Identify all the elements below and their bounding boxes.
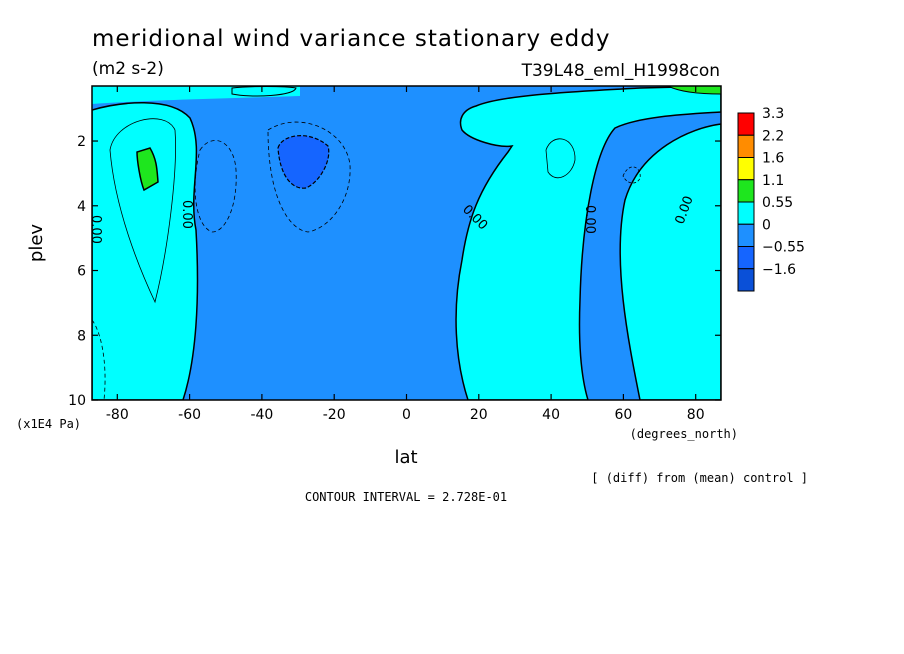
colorbar-swatch — [737, 268, 755, 292]
colorbar-label: 3.3 — [762, 106, 784, 122]
colorbar-label: 0 — [762, 217, 771, 233]
positive-region-south — [92, 102, 199, 400]
colorbar-label: −0.55 — [762, 240, 805, 256]
x-tick-label: -60 — [178, 407, 201, 423]
y-tick-label: 6 — [77, 264, 86, 280]
colorbar-swatch — [737, 201, 755, 225]
x-tick-label: 80 — [687, 407, 705, 423]
x-axis: -80 -60 -40 -20 0 20 40 60 80 — [106, 86, 705, 423]
contour-negative-small — [622, 166, 641, 184]
x-tick-label: 0 — [402, 407, 411, 423]
y-tick-label: 10 — [68, 393, 86, 409]
colorbar-label: 0.55 — [762, 195, 793, 211]
diff-note: [ (diff) from (mean) control ] — [591, 471, 808, 485]
colorbar-label: 1.6 — [762, 151, 784, 167]
x-tick-label: -20 — [323, 407, 346, 423]
min-region-dark-blue — [277, 135, 330, 189]
colorbar-label: −1.6 — [762, 262, 796, 278]
colorbar-swatch — [737, 179, 755, 203]
y-tick-label: 8 — [77, 328, 86, 344]
positive-region-tropics — [455, 86, 721, 400]
x-tick-label: -40 — [250, 407, 273, 423]
experiment-label: T39L48_eml_H1998con — [521, 61, 720, 81]
colorbar-swatch — [737, 246, 755, 270]
x-tick-label: 40 — [542, 407, 560, 423]
x-axis-units: (degrees_north) — [630, 427, 738, 441]
contour-interval-label: CONTOUR INTERVAL = 2.728E-01 — [305, 490, 507, 504]
contour-negative-outer — [267, 121, 351, 233]
contour-negative-south — [194, 140, 237, 233]
x-tick-label: -80 — [106, 407, 129, 423]
upper-max-north — [667, 86, 721, 95]
y-axis-label: plev — [26, 224, 47, 263]
plot-area — [91, 85, 722, 401]
zero-label: 0.00 — [88, 215, 103, 244]
zero-label: 0.00 — [179, 200, 194, 229]
zero-label: 0.00 — [582, 205, 597, 234]
contour-positive-small — [545, 138, 576, 179]
positive-region-north — [619, 123, 721, 400]
y-tick-label: 4 — [77, 199, 86, 215]
chart-title: meridional wind variance stationary eddy — [92, 26, 610, 52]
contour-negative-edge — [92, 319, 106, 400]
colorbar: 3.3 2.2 1.6 1.1 0.55 0 −0.55 −1.6 — [737, 106, 805, 292]
y-axis: 2 4 6 8 10 — [68, 134, 721, 409]
colorbar-swatch — [737, 157, 755, 181]
colorbar-label: 2.2 — [762, 128, 784, 144]
colorbar-label: 1.1 — [762, 173, 784, 189]
colorbar-swatch — [737, 112, 755, 136]
x-axis-label: lat — [394, 447, 417, 468]
colorbar-swatch — [737, 223, 755, 247]
x-tick-label: 60 — [614, 407, 632, 423]
y-axis-units: (x1E4 Pa) — [16, 417, 81, 431]
x-tick-label: 20 — [470, 407, 488, 423]
contour-south-max — [109, 118, 176, 304]
colorbar-swatch — [737, 134, 755, 158]
y-tick-label: 2 — [77, 134, 86, 150]
max-region-green — [136, 147, 159, 192]
chart-units: (m2 s-2) — [92, 59, 164, 79]
